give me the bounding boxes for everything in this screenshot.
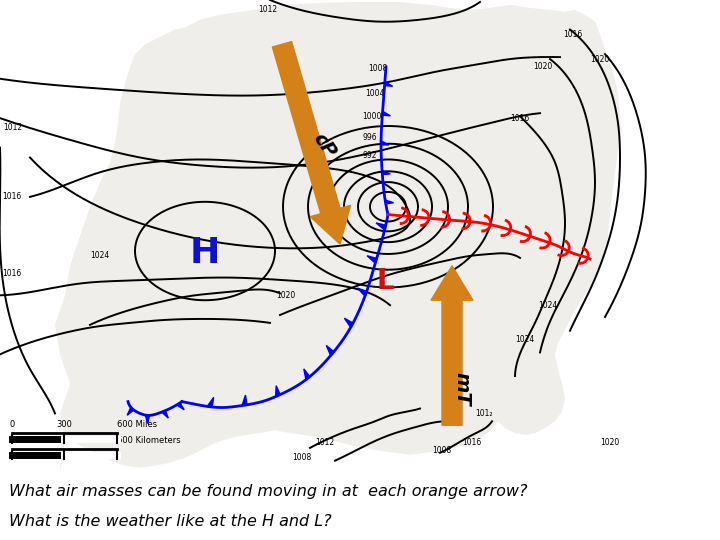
Polygon shape (304, 369, 310, 380)
Text: 1016: 1016 (2, 192, 22, 201)
Text: 0: 0 (9, 436, 14, 445)
Text: L: L (377, 267, 394, 295)
Text: What is the weather like at the H and L?: What is the weather like at the H and L? (9, 514, 331, 529)
Text: H: H (190, 236, 220, 270)
Text: 1012: 1012 (258, 5, 278, 15)
Text: 300: 300 (56, 436, 72, 445)
Polygon shape (385, 200, 394, 204)
Text: 1008: 1008 (292, 453, 312, 462)
Polygon shape (127, 407, 133, 415)
Polygon shape (367, 256, 377, 263)
Text: 1024: 1024 (539, 301, 557, 309)
Text: 600 Kilometers: 600 Kilometers (117, 436, 181, 445)
Text: 1016: 1016 (2, 269, 22, 278)
Polygon shape (344, 318, 353, 327)
Text: 1016: 1016 (563, 30, 582, 39)
Polygon shape (242, 395, 247, 406)
Polygon shape (145, 415, 149, 423)
Polygon shape (384, 82, 392, 86)
Text: 300: 300 (56, 420, 72, 429)
Text: 1024: 1024 (516, 335, 535, 344)
Polygon shape (176, 403, 184, 410)
Text: 1020: 1020 (276, 291, 296, 300)
Polygon shape (162, 411, 168, 418)
Text: What air masses can be found moving in at  each orange arrow?: What air masses can be found moving in a… (9, 484, 527, 499)
FancyArrow shape (272, 42, 351, 244)
Polygon shape (357, 288, 366, 296)
Text: cP: cP (309, 130, 339, 161)
Text: 1012: 1012 (315, 438, 335, 448)
Polygon shape (207, 397, 214, 407)
Text: 600 Miles: 600 Miles (117, 420, 157, 429)
Text: 1000: 1000 (362, 112, 382, 120)
Polygon shape (376, 223, 386, 230)
Text: 996: 996 (363, 133, 377, 143)
Text: 1024: 1024 (91, 252, 109, 260)
Text: 1020: 1020 (600, 438, 620, 448)
Text: 1008: 1008 (369, 64, 387, 73)
Text: mT: mT (452, 372, 472, 406)
Polygon shape (55, 2, 622, 472)
Polygon shape (276, 386, 280, 397)
Text: 1004: 1004 (365, 89, 384, 98)
Text: 1020: 1020 (590, 55, 610, 64)
Text: 992: 992 (363, 151, 377, 160)
Text: 1008: 1008 (433, 447, 451, 455)
Text: 1016: 1016 (462, 438, 482, 448)
Polygon shape (382, 111, 390, 116)
Polygon shape (381, 141, 389, 145)
Polygon shape (382, 171, 390, 174)
FancyArrow shape (431, 266, 473, 426)
Text: 1016: 1016 (510, 113, 530, 123)
Text: 1012: 1012 (4, 124, 22, 132)
Polygon shape (326, 346, 334, 355)
Text: 101₂: 101₂ (475, 409, 492, 418)
Text: 0: 0 (9, 420, 14, 429)
Text: 1020: 1020 (534, 63, 553, 71)
